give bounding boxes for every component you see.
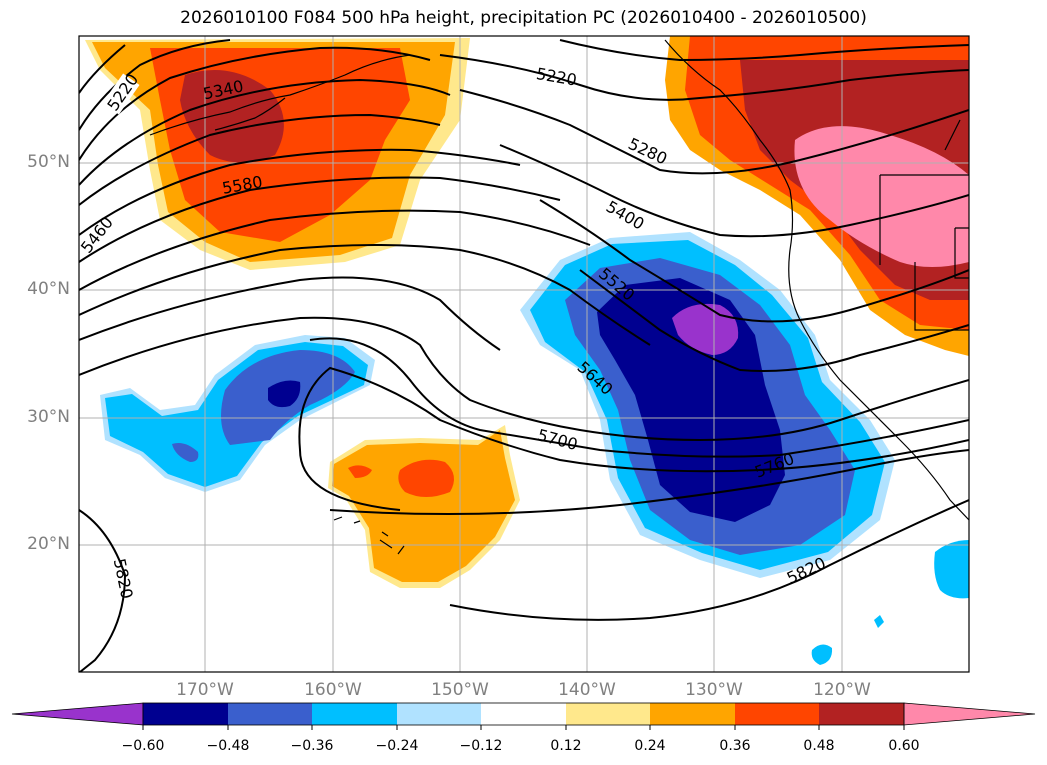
contour-5640 [79,316,969,442]
colorbar-extend-left [11,702,144,726]
contour-w-3 [79,46,431,161]
colorbar-bin [397,703,481,725]
lon-label: 140°W [558,680,616,700]
shade-positive-south-red [398,459,454,497]
lat-label: 20°N [27,534,70,554]
colorbar-tick-label: −0.48 [206,738,250,754]
contour-w-9 [79,244,651,346]
shade-negative-west-navy [268,380,301,408]
contour-ne-5 [579,269,969,372]
colorbar-tick-label: −0.60 [121,738,165,754]
contour-5760 [298,366,969,511]
lat-label: 30°N [27,407,70,427]
colorbar-bin [650,703,735,725]
lat-label: 40°N [27,279,70,299]
contour-w-8 [79,209,591,291]
colorbar-tick-label: −0.24 [375,738,419,754]
contour-w-10 [79,276,501,351]
colorbar-bin [228,703,312,725]
lon-label: 170°W [176,680,234,700]
contour-ne-2 [459,89,969,175]
contour-5820-e [449,499,969,621]
colorbar-tick-label: 0.12 [550,738,582,754]
contour-5700 [309,337,969,458]
contour-w-5 [79,113,441,206]
contour-5460-w [79,148,521,236]
contour-top [559,39,969,62]
lon-label: 160°W [304,680,362,700]
shade-positive-south-red-small [348,465,372,478]
map-title: 2026010100 F084 500 hPa height, precipit… [180,8,867,28]
contour-inner [329,449,969,515]
contour-w-7 [79,176,561,263]
shade-positive-nw-darkred [180,70,284,163]
contour-ne-4 [539,199,969,323]
colorbar-bin [566,703,650,725]
colorbar-bin [312,703,397,725]
colorbar-bin [143,703,228,725]
lon-label: 130°W [685,680,743,700]
contour-ne-3 [499,144,969,238]
shade-negative-se-small [934,540,969,599]
colorbar-tick-label: 0.60 [888,738,920,754]
colorbar-bin [481,703,566,725]
colorbar [11,702,1036,730]
precip-shading [85,36,969,665]
colorbar-bin [819,703,904,725]
contour-ne-1 [439,54,969,101]
map-frame [78,35,970,673]
lon-label: 150°W [431,680,489,700]
lat-label: 50°N [27,152,70,172]
colorbar-frame [142,702,905,726]
shade-negative-s-small [811,644,833,665]
colorbar-bin [735,703,819,725]
colorbar-extend-right [903,702,1036,726]
contour-w-2 [79,39,231,131]
map-panel: 5220 5340 5580 5460 5220 5280 5400 5520 … [79,36,969,672]
shade-negative-central-purple [672,303,739,355]
height-contours [79,39,969,672]
shade-positive-ne-pink [794,126,969,267]
shade-negative-central-navy [597,278,785,522]
contour-5220-w [79,44,126,94]
contour-5820-w [79,509,127,672]
gridlines [79,36,969,672]
coastlines [149,39,969,555]
shade-positive-south-orange [332,430,515,582]
colorbar-tick-label: 0.24 [634,738,666,754]
contour-w-4 [79,78,451,186]
colorbar-tick-label: 0.36 [719,738,751,754]
colorbar-tick-label: 0.48 [803,738,835,754]
colorbar-tick-label: −0.12 [459,738,503,754]
lon-label: 120°W [813,680,871,700]
shade-negative-west-blue-small [172,443,199,462]
shade-negative-s-tiny [874,615,884,628]
colorbar-tick-label: −0.36 [290,738,334,754]
